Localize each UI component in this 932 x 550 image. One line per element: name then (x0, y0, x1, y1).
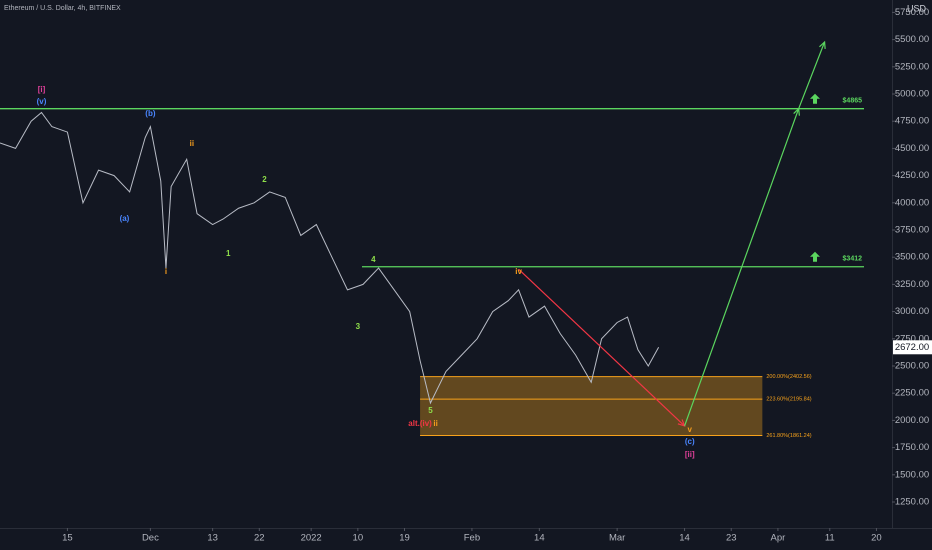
x-tick-label: 11 (825, 533, 835, 544)
y-tick-label: 3500.00 (895, 252, 929, 263)
y-tick-label: 3750.00 (895, 225, 929, 236)
wave-label: 1 (226, 249, 231, 258)
fib-level-label: 261.80%(1861.24) (766, 433, 811, 439)
arrow-line (683, 108, 800, 427)
y-tick-label: 2250.00 (895, 388, 929, 399)
level-label: $3412 (843, 256, 863, 263)
x-tick-label: 23 (726, 533, 737, 544)
wave-label: [ii] (685, 450, 695, 459)
y-tick-label: 1250.00 (895, 497, 929, 508)
arrow-line (798, 41, 826, 109)
wave-label: ii (190, 139, 194, 148)
last-price-label: 2672.00 (895, 342, 929, 353)
x-tick-label: 13 (207, 533, 218, 544)
y-tick-label: 4250.00 (895, 170, 929, 181)
x-tick-label: 15 (62, 533, 73, 544)
arrow-head (819, 40, 826, 50)
wave-label: 4 (371, 255, 376, 264)
y-tick-label: 1750.00 (895, 442, 929, 453)
wave-label: (a) (120, 214, 130, 223)
up-arrow-icon (810, 251, 820, 262)
y-tick-label: 5250.00 (895, 61, 929, 72)
x-tick-label: 20 (871, 533, 882, 544)
arrow-head (677, 419, 686, 427)
fib-zone (420, 376, 763, 436)
unit-label: USD (907, 3, 927, 13)
level-label: $4865 (843, 98, 863, 105)
y-tick-label: 4000.00 (895, 197, 929, 208)
y-tick-label: 2750.00 (895, 333, 929, 344)
wave-label: 3 (356, 322, 361, 331)
wave-label: (c) (685, 437, 695, 446)
x-tick-label: 14 (534, 533, 545, 544)
wave-label: alt.(iv) (408, 419, 432, 428)
x-tick-label: 22 (254, 533, 265, 544)
x-tick-label: 14 (679, 533, 690, 544)
arrow-head (793, 107, 800, 116)
wave-label: [i] (38, 85, 46, 94)
fib-level-label: 200.00%(2402.56) (766, 374, 811, 380)
y-tick-label: 2000.00 (895, 415, 929, 426)
wave-label: v (688, 425, 693, 434)
wave-label: (b) (145, 109, 156, 118)
y-tick-label: 2500.00 (895, 361, 929, 372)
x-tick-label: 2022 (301, 533, 322, 544)
x-tick-label: Dec (142, 533, 159, 544)
wave-label: 5 (428, 406, 433, 415)
fib-level-label: 223.60%(2195.84) (766, 397, 811, 403)
up-arrow-icon (810, 93, 820, 104)
y-tick-label: 5500.00 (895, 34, 929, 45)
x-tick-label: 19 (399, 533, 410, 544)
wave-label: i (165, 267, 167, 276)
x-tick-label: 10 (353, 533, 364, 544)
x-tick-label: Feb (464, 533, 480, 544)
wave-label: (v) (37, 97, 47, 106)
x-tick-label: Apr (771, 533, 786, 544)
wave-label: 2 (262, 175, 267, 184)
last-price-tag (893, 340, 932, 355)
x-tick-label: Mar (609, 533, 625, 544)
wave-label: iv (515, 267, 522, 276)
chart-title: Ethereum / U.S. Dollar, 4h, BITFINEX (4, 5, 121, 12)
y-tick-label: 4750.00 (895, 116, 929, 127)
y-tick-label: 4500.00 (895, 143, 929, 154)
y-tick-label: 3250.00 (895, 279, 929, 290)
y-tick-label: 3000.00 (895, 306, 929, 317)
arrow-line (518, 268, 685, 427)
y-tick-label: 5000.00 (895, 89, 929, 100)
y-tick-label: 1500.00 (895, 469, 929, 480)
price-line (0, 111, 660, 405)
y-tick-label: 5750.00 (895, 7, 929, 18)
wave-label: ii (433, 419, 437, 428)
